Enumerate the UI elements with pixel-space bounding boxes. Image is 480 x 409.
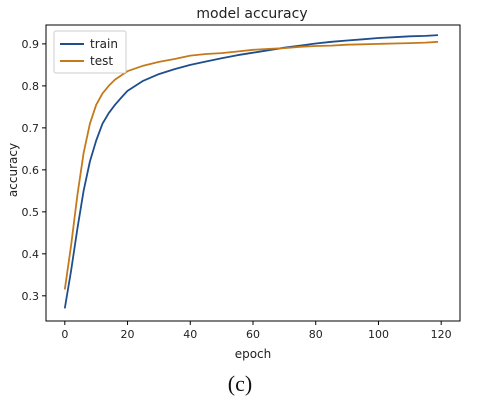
chart-title: model accuracy [196, 6, 307, 22]
y-tick-label: 0.4 [22, 248, 40, 261]
figure-caption: (c) [227, 371, 253, 396]
x-tick-label: 0 [61, 328, 68, 341]
series-line-test [63, 40, 439, 290]
x-axis: 0 20 40 60 80 100 120 [61, 321, 452, 341]
y-tick-label: 0.6 [22, 164, 40, 177]
x-axis-label: epoch [235, 347, 272, 361]
accuracy-chart: model accuracy 0 20 40 60 80 100 120 0.3 0.4 0.5… [6, 6, 461, 361]
y-tick-label: 0.3 [22, 290, 40, 303]
y-tick-label: 0.9 [22, 38, 40, 51]
x-tick-label: 60 [246, 328, 260, 341]
x-tick-label: 40 [183, 328, 197, 341]
legend-box [53, 30, 127, 74]
series-line-train [63, 34, 439, 309]
y-axis-label: accuracy [6, 143, 20, 197]
x-tick-label: 80 [309, 328, 323, 341]
legend: train test [53, 30, 127, 74]
y-axis: 0.3 0.4 0.5 0.6 0.7 0.8 0.9 [22, 38, 46, 303]
legend-label-test: test [90, 54, 113, 68]
y-tick-label: 0.7 [22, 122, 40, 135]
x-tick-label: 100 [368, 328, 389, 341]
y-tick-label: 0.5 [22, 206, 40, 219]
legend-label-train: train [90, 37, 118, 51]
x-tick-label: 120 [431, 328, 452, 341]
x-tick-label: 20 [121, 328, 135, 341]
y-tick-label: 0.8 [22, 80, 40, 93]
plot-area [63, 34, 439, 309]
